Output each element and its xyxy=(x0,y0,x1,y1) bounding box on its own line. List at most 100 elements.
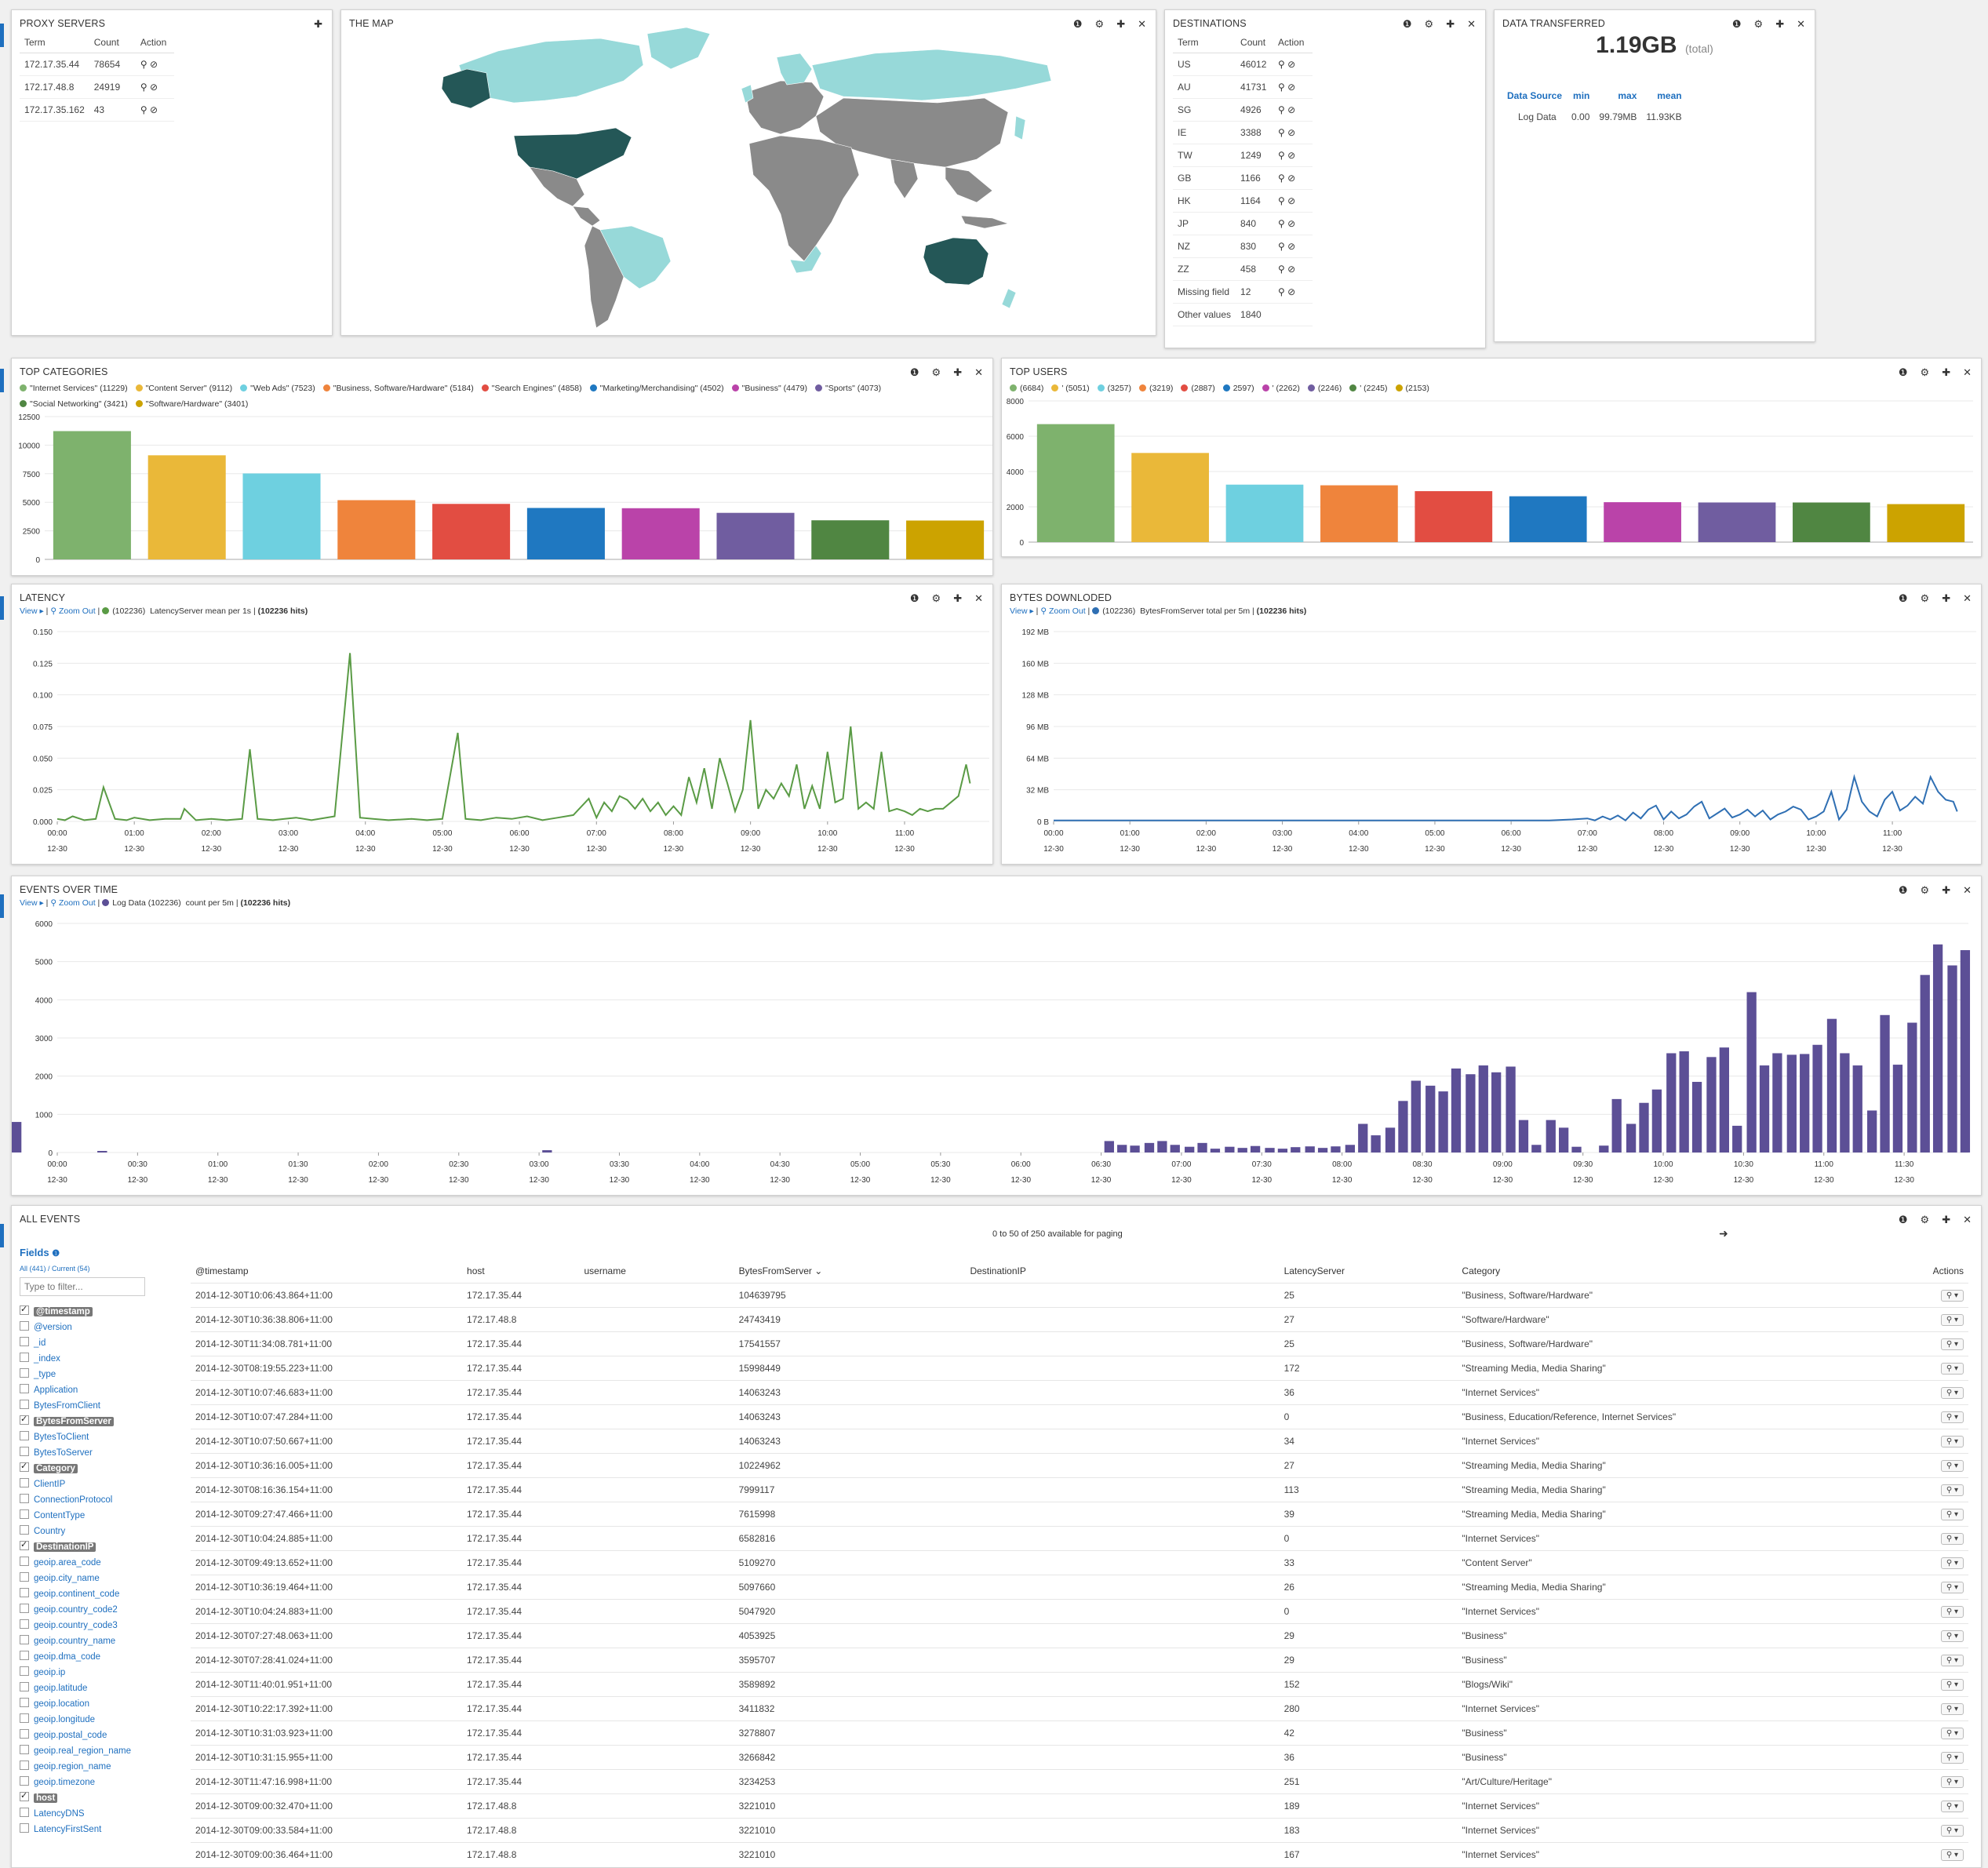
info-icon[interactable]: ❶ xyxy=(1898,592,1908,604)
map-region-central-america[interactable] xyxy=(572,206,601,227)
bar[interactable] xyxy=(1197,1142,1207,1152)
bar[interactable] xyxy=(1604,502,1681,542)
field-item[interactable]: host xyxy=(20,1788,177,1806)
column-header[interactable]: @timestamp xyxy=(191,1259,462,1284)
map-region-south-america[interactable] xyxy=(584,225,624,329)
field-name[interactable]: BytesFromClient xyxy=(34,1401,100,1411)
info-icon[interactable]: ❶ xyxy=(1898,366,1908,378)
field-name[interactable]: Application xyxy=(34,1386,78,1395)
term-row[interactable]: Missing field 12 ⚲ ⊘ xyxy=(1173,280,1313,304)
map-country-russia[interactable] xyxy=(811,49,1052,101)
table-row[interactable]: 2014-12-30T07:27:48.063+11:00 172.17.35.4… xyxy=(191,1623,1968,1648)
column-header[interactable]: Actions xyxy=(1928,1259,1968,1284)
map-country-uk[interactable] xyxy=(741,84,754,104)
map-country-alaska[interactable] xyxy=(441,68,491,109)
plus-icon[interactable]: ✚ xyxy=(314,18,322,30)
bar[interactable] xyxy=(1157,1141,1167,1152)
bar[interactable] xyxy=(1305,1146,1315,1152)
field-name[interactable]: ConnectionProtocol xyxy=(34,1495,113,1505)
close-icon[interactable]: ✕ xyxy=(1963,592,1972,604)
bar[interactable] xyxy=(1170,1145,1180,1152)
bar[interactable] xyxy=(1907,1022,1917,1152)
move-icon[interactable]: ✚ xyxy=(1775,18,1785,30)
legend-item[interactable]: "Search Engines" (4858) xyxy=(481,381,582,396)
row-actions-button[interactable]: ⚲ ▾ xyxy=(1940,1703,1964,1715)
bar[interactable] xyxy=(97,1151,107,1152)
field-name[interactable]: geoip.country_code2 xyxy=(34,1605,118,1615)
bar[interactable] xyxy=(1759,1065,1770,1152)
table-row[interactable]: 2014-12-30T09:00:32.470+11:00 172.17.48.8… xyxy=(191,1793,1968,1819)
table-row[interactable]: 2014-12-30T10:22:17.392+11:00 172.17.35.4… xyxy=(191,1696,1968,1721)
column-header[interactable]: username xyxy=(580,1259,734,1284)
legend-item[interactable]: (2887) xyxy=(1181,381,1215,396)
legend-item[interactable]: (2246) xyxy=(1307,381,1342,396)
sidebar-tab[interactable] xyxy=(0,24,4,47)
field-checkbox[interactable] xyxy=(20,1557,29,1566)
map-country-usa[interactable] xyxy=(513,127,632,180)
info-icon[interactable]: ❶ xyxy=(1072,18,1083,30)
bar[interactable] xyxy=(1880,1014,1890,1152)
gear-icon[interactable]: ⚙ xyxy=(931,366,941,378)
field-checkbox[interactable] xyxy=(20,1447,29,1456)
field-name[interactable]: BytesToServer xyxy=(34,1448,93,1458)
bar[interactable] xyxy=(1719,1047,1729,1152)
field-checkbox[interactable] xyxy=(20,1384,29,1393)
field-name[interactable]: ClientIP xyxy=(34,1480,66,1489)
field-checkbox[interactable] xyxy=(20,1776,29,1786)
map-country-india[interactable] xyxy=(890,158,919,199)
field-name[interactable]: @version xyxy=(34,1323,72,1332)
field-name[interactable]: geoip.ip xyxy=(34,1668,66,1677)
bar[interactable] xyxy=(1345,1145,1356,1152)
legend-item[interactable]: ' (2245) xyxy=(1349,381,1388,396)
row-actions-button[interactable]: ⚲ ▾ xyxy=(1940,1411,1964,1423)
next-page-arrow-icon[interactable]: ➜ xyxy=(1719,1227,1728,1240)
bar[interactable] xyxy=(1611,1098,1622,1152)
term-row[interactable]: IE 3388 ⚲ ⊘ xyxy=(1173,121,1313,144)
field-item[interactable]: geoip.latitude xyxy=(20,1680,177,1696)
close-icon[interactable]: ✕ xyxy=(1138,18,1146,30)
field-checkbox[interactable] xyxy=(20,1368,29,1378)
legend-item[interactable]: "Business, Software/Hardware" (5184) xyxy=(322,381,474,396)
table-row[interactable]: 2014-12-30T10:07:47.284+11:00 172.17.35.4… xyxy=(191,1404,1968,1429)
row-actions-button[interactable]: ⚲ ▾ xyxy=(1940,1460,1964,1472)
row-actions-button[interactable]: ⚲ ▾ xyxy=(1940,1533,1964,1545)
term-row[interactable]: Other values 1840 xyxy=(1173,303,1313,326)
bar[interactable] xyxy=(12,1122,22,1152)
field-name[interactable]: ContentType xyxy=(34,1511,86,1520)
bar[interactable] xyxy=(1291,1147,1301,1152)
field-name[interactable]: Category xyxy=(34,1464,78,1473)
info-icon[interactable]: ❶ xyxy=(1898,1214,1908,1225)
search-icon[interactable]: ⚲ xyxy=(1278,264,1285,275)
zoom-out-link[interactable]: ⚲ Zoom Out xyxy=(1040,606,1086,616)
field-item[interactable]: geoip.ip xyxy=(20,1665,177,1680)
bar[interactable] xyxy=(1036,424,1115,542)
field-name[interactable]: @timestamp xyxy=(34,1307,93,1316)
bar[interactable] xyxy=(1371,1135,1381,1152)
bar[interactable] xyxy=(1385,1127,1396,1152)
sidebar-tab[interactable] xyxy=(0,894,4,918)
legend-item[interactable]: "Marketing/Merchandising" (4502) xyxy=(589,381,724,396)
world-map[interactable] xyxy=(341,10,1156,336)
search-icon[interactable]: ⚲ xyxy=(1278,127,1285,138)
table-row[interactable]: 2014-12-30T10:04:24.883+11:00 172.17.35.4… xyxy=(191,1599,1968,1624)
table-row[interactable]: 2014-12-30T11:34:08.781+11:00 172.17.35.4… xyxy=(191,1331,1968,1356)
exclude-icon[interactable]: ⊘ xyxy=(1284,173,1296,184)
bar[interactable] xyxy=(1265,1148,1275,1152)
field-name[interactable]: LatencyDNS xyxy=(34,1809,85,1819)
row-actions-button[interactable]: ⚲ ▾ xyxy=(1940,1679,1964,1691)
field-item[interactable]: BytesFromClient xyxy=(20,1398,177,1414)
table-row[interactable]: 2014-12-30T10:04:24.885+11:00 172.17.35.4… xyxy=(191,1526,1968,1551)
bar[interactable] xyxy=(1546,1120,1556,1152)
map-country-australia[interactable] xyxy=(923,237,989,286)
field-item[interactable]: ContentType xyxy=(20,1508,177,1524)
column-header[interactable]: LatencyServer xyxy=(1280,1259,1458,1284)
field-name[interactable]: LatencyFirstSent xyxy=(34,1825,102,1834)
field-item[interactable]: Category xyxy=(20,1458,177,1477)
row-actions-button[interactable]: ⚲ ▾ xyxy=(1940,1801,1964,1812)
field-name[interactable]: DestinationIP xyxy=(34,1542,96,1552)
column-header[interactable]: BytesFromServer ⌄ xyxy=(734,1259,966,1284)
bar[interactable] xyxy=(242,473,321,559)
bar[interactable] xyxy=(1398,1101,1408,1152)
close-icon[interactable]: ✕ xyxy=(1963,1214,1972,1225)
exclude-icon[interactable]: ⊘ xyxy=(147,59,158,70)
